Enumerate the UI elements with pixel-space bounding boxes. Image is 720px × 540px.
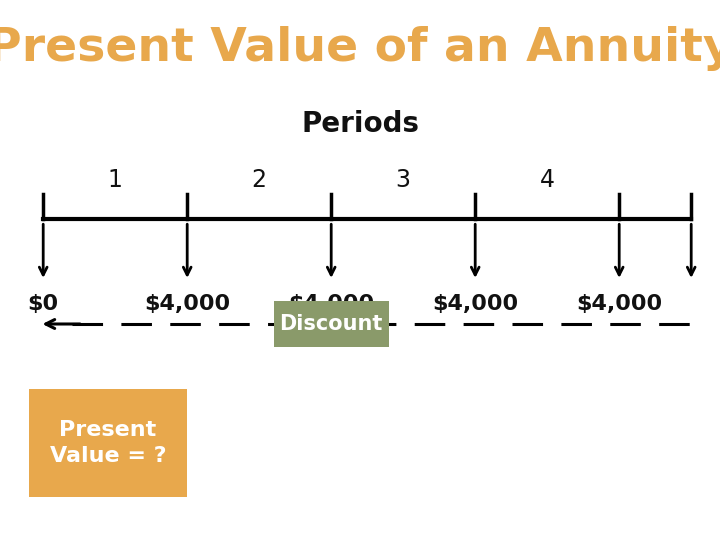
Text: Present Value of an Annuity: Present Value of an Annuity: [0, 26, 720, 71]
FancyBboxPatch shape: [274, 301, 389, 347]
Text: $4,000: $4,000: [576, 294, 662, 314]
Text: $0: $0: [27, 294, 59, 314]
Text: 1: 1: [108, 168, 122, 192]
Text: Present
Value = ?: Present Value = ?: [50, 420, 166, 466]
Text: Periods: Periods: [301, 110, 419, 138]
Text: Discount: Discount: [279, 314, 383, 334]
Text: 3: 3: [396, 168, 410, 192]
FancyBboxPatch shape: [29, 389, 187, 497]
Text: 4: 4: [540, 168, 554, 192]
Text: $4,000: $4,000: [288, 294, 374, 314]
Text: $4,000: $4,000: [432, 294, 518, 314]
Text: 2: 2: [252, 168, 266, 192]
Text: $4,000: $4,000: [144, 294, 230, 314]
